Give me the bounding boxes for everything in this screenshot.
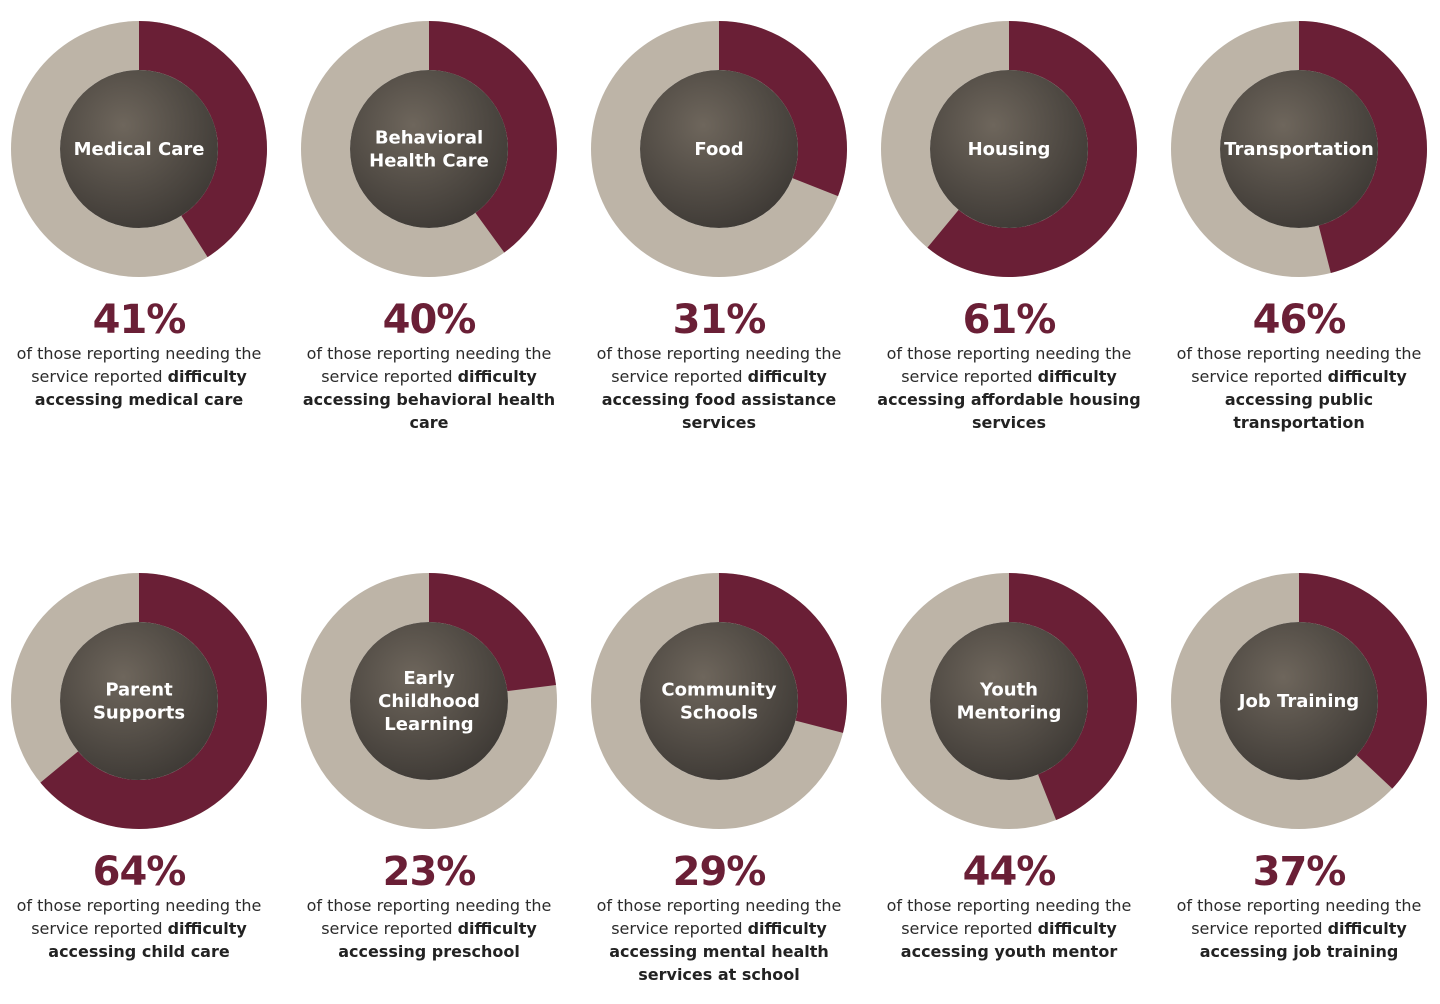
description-lead: of those reporting needing the service r…: [16, 344, 262, 386]
percent-value: 37%: [1252, 849, 1347, 895]
description-lead: of those reporting needing the service r…: [1176, 896, 1422, 938]
description-emphasis: difficulty accessing youth mentor: [900, 919, 1118, 961]
center-label: Schools: [680, 703, 758, 724]
center-label: Youth: [979, 680, 1038, 701]
percent-value: 29%: [672, 849, 767, 895]
service-item: Parent Supports 64% of those reporting need…: [0, 570, 284, 963]
description: of those reporting needing the service r…: [1164, 342, 1434, 434]
service-item: Transportation 46% of those reporting need…: [1154, 18, 1440, 434]
donut-chart: Transportation: [1171, 21, 1427, 277]
center-label: Transportation: [1224, 139, 1374, 160]
center-label: Behavioral: [375, 128, 483, 149]
donut-value-arc: [40, 573, 268, 829]
description: of those reporting needing the service r…: [294, 342, 564, 434]
description-emphasis: difficulty accessing affordable housing …: [877, 367, 1141, 432]
donut-value-arc: [719, 573, 847, 733]
description: of those reporting needing the service r…: [874, 342, 1144, 434]
description-emphasis: difficulty accessing medical care: [34, 367, 247, 409]
percent-value: 41%: [92, 297, 187, 343]
center-photo: [1220, 70, 1378, 228]
center-photo: [640, 622, 798, 780]
center-label: Supports: [93, 703, 185, 724]
center-label: Food: [694, 139, 743, 160]
description-lead: of those reporting needing the service r…: [306, 896, 552, 938]
donut-value-arc: [429, 573, 556, 692]
description-emphasis: difficulty accessing mental health servi…: [609, 919, 829, 984]
donut-value-arc: [927, 21, 1137, 277]
service-item: Youth Mentoring 44% of those reporting need…: [864, 570, 1154, 963]
description-emphasis: difficulty accessing job training: [1199, 919, 1407, 961]
donut-chart: Food: [591, 21, 847, 277]
center-label: Job Training: [1237, 691, 1359, 712]
donut-chart: Job Training: [1171, 573, 1427, 829]
donut-value-arc: [429, 21, 557, 253]
center-photo: [640, 70, 798, 228]
percent-value: 40%: [382, 297, 477, 343]
description: of those reporting needing the service r…: [294, 894, 564, 963]
percent-value: 61%: [962, 297, 1057, 343]
description-emphasis: difficulty accessing child care: [48, 919, 247, 961]
description-lead: of those reporting needing the service r…: [16, 896, 262, 938]
description-lead: of those reporting needing the service r…: [886, 344, 1132, 386]
center-label: Early: [403, 668, 454, 689]
description-lead: of those reporting needing the service r…: [596, 344, 842, 386]
percent-value: 31%: [672, 297, 767, 343]
description: of those reporting needing the service r…: [584, 894, 854, 986]
description-emphasis: difficulty accessing preschool: [338, 919, 537, 961]
service-item: Community Schools 29% of those reporting ne…: [574, 570, 864, 986]
center-label: Health Care: [369, 151, 489, 172]
donut-chart: Housing: [881, 21, 1137, 277]
service-item: Early Childhood Learning 23% of those report…: [284, 570, 574, 963]
service-item: Behavioral Health Care 40% of those reporti…: [284, 18, 574, 434]
center-label: Medical Care: [74, 139, 205, 160]
description-lead: of those reporting needing the service r…: [306, 344, 552, 386]
percent-value: 46%: [1252, 297, 1347, 343]
service-item: Food 31% of those reporting needing the se…: [574, 18, 864, 434]
description-lead: of those reporting needing the service r…: [1176, 344, 1422, 386]
center-label: Childhood: [378, 691, 480, 712]
donut-chart: Medical Care: [11, 21, 267, 277]
donut-value-arc: [719, 21, 847, 197]
center-label: Mentoring: [957, 703, 1062, 724]
description-emphasis: difficulty accessing behavioral health c…: [302, 367, 556, 432]
description: of those reporting needing the service r…: [584, 342, 854, 434]
description-emphasis: difficulty accessing food assistance ser…: [601, 367, 837, 432]
donut-value-arc: [1009, 573, 1137, 821]
percent-value: 64%: [92, 849, 187, 895]
description-lead: of those reporting needing the service r…: [596, 896, 842, 938]
donut-value-arc: [1299, 21, 1427, 273]
percent-value: 23%: [382, 849, 477, 895]
center-photo: [350, 622, 508, 780]
description: of those reporting needing the service r…: [4, 342, 274, 411]
center-photo: [60, 622, 218, 780]
description-lead: of those reporting needing the service r…: [886, 896, 1132, 938]
donut-value-arc: [1299, 573, 1427, 789]
center-photo: [350, 70, 508, 228]
description-emphasis: difficulty accessing public transportati…: [1224, 367, 1407, 432]
center-photo: [930, 70, 1088, 228]
center-photo: [60, 70, 218, 228]
center-label: Parent: [105, 680, 173, 701]
donut-value-arc: [139, 21, 267, 258]
service-item: Job Training 37% of those reporting needin…: [1154, 570, 1440, 963]
center-photo: [1220, 622, 1378, 780]
description: of those reporting needing the service r…: [874, 894, 1144, 963]
service-item: Housing 61% of those reporting needing the…: [864, 18, 1154, 434]
center-label: Learning: [384, 714, 473, 735]
service-item: Medical Care 41% of those reporting needin…: [0, 18, 284, 411]
description: of those reporting needing the service r…: [4, 894, 274, 963]
center-photo: [930, 622, 1088, 780]
percent-value: 44%: [962, 849, 1057, 895]
center-label: Housing: [968, 139, 1051, 160]
center-label: Community: [661, 680, 776, 701]
description: of those reporting needing the service r…: [1164, 894, 1434, 963]
